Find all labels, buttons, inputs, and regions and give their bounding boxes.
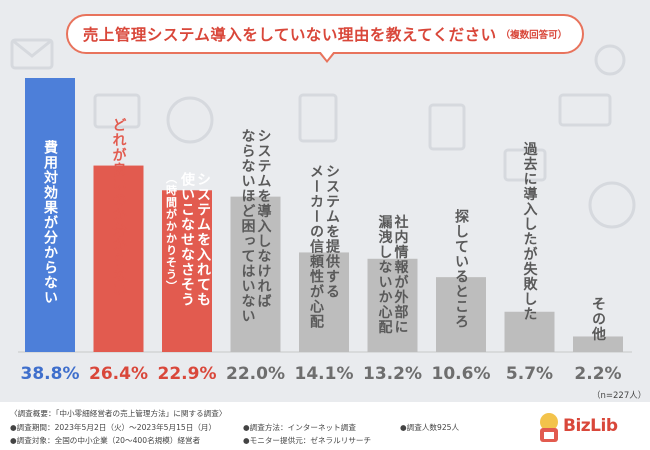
bar-9 [573, 336, 623, 352]
chart-subtitle: （複数回答可） [500, 30, 568, 41]
bar-label-1-line-1: 費用対効果が分からない [42, 139, 59, 305]
bar-label-9-line-1: その他 [590, 296, 607, 341]
mail-icon-flap [11, 38, 53, 58]
bar-4 [230, 196, 281, 352]
bar-label-2-line-1: どれが良いのか分からない [111, 118, 127, 298]
survey-count: ●調査人数925人 [400, 423, 460, 432]
bar-7 [436, 277, 486, 352]
bar-label-5-line-1: システムを提供する [324, 164, 341, 299]
value-label-5: 14.1% [295, 364, 354, 384]
title-pointer-inner [320, 51, 334, 60]
survey-footer: 〈調査概要：「中小零細経営者の売上管理方法」に関する調査〉 ●調査期間：2023… [0, 402, 650, 450]
bar-label-5-line-2: メーカーの信頼性が心配 [308, 164, 324, 329]
bar-label-3-line-2: 使いこなせなさそう [179, 172, 196, 308]
bar-2 [93, 165, 144, 352]
gear-icon [594, 44, 626, 76]
chart-icon [93, 93, 141, 129]
bar-label-7-line-1: 探しているところ [453, 208, 469, 329]
bar-1 [25, 78, 75, 352]
bar-label-4-line-1: システムを導入しなければ [256, 129, 272, 309]
bar-5 [299, 252, 349, 352]
survey-period: ●調査期間：2023年5月2日（火）～2023年5月15日（月） [10, 423, 217, 432]
clipboard-icon [428, 103, 466, 151]
pie-icon [166, 96, 214, 144]
bar-6 [367, 258, 418, 352]
bizlib-logo: BizLib [535, 406, 640, 446]
logo-mascot-icon [540, 413, 558, 442]
survey-target: ●調査対象：全国の中小企業（20～400名規模）経営者 [10, 436, 201, 445]
value-label-2: 26.4% [89, 364, 148, 384]
bar-label-6-line-2: 漏洩しないか心配 [377, 215, 393, 335]
survey-provider: ●モニター提供元：ゼネラルリサーチ [243, 436, 372, 445]
bar-label-3-line-3: （時間がかかりそう） [165, 172, 179, 292]
chart-title: 売上管理システム導入をしていない理由を教えてください [82, 26, 497, 44]
logo-text: BizLib [563, 416, 618, 436]
mail-icon [10, 38, 54, 70]
survey-method: ●調査方法：インターネット調査 [243, 423, 356, 432]
value-label-7: 10.6% [432, 364, 491, 384]
bar-label-8-line-1: 過去に導入したが失敗した [522, 142, 539, 322]
value-label-8: 5.7% [506, 364, 553, 384]
bar-label-6-line-1: 社内情報が外部に [393, 214, 410, 335]
value-label-6: 13.2% [363, 364, 422, 384]
globe-icon [588, 181, 636, 229]
value-label-1: 38.8% [21, 364, 80, 384]
chart-title-box: 売上管理システム導入をしていない理由を教えてください （複数回答可） [66, 14, 584, 54]
bar-3 [162, 190, 212, 352]
value-label-9: 2.2% [574, 364, 621, 384]
value-label-4: 22.0% [226, 364, 285, 384]
bar-8 [504, 311, 555, 352]
value-label-3: 22.9% [158, 364, 217, 384]
bar-label-3-line-1: システムを入れても [195, 172, 211, 307]
folder-icon [503, 148, 547, 182]
monitor-icon [558, 93, 612, 127]
bar-label-4-line-2: ならないほど困ってはいない [240, 129, 256, 324]
sample-size-note: （n=227人） [592, 391, 647, 401]
document-icon [298, 93, 338, 143]
survey-summary: 〈調査概要：「中小零細経営者の売上管理方法」に関する調査〉 [10, 409, 227, 418]
